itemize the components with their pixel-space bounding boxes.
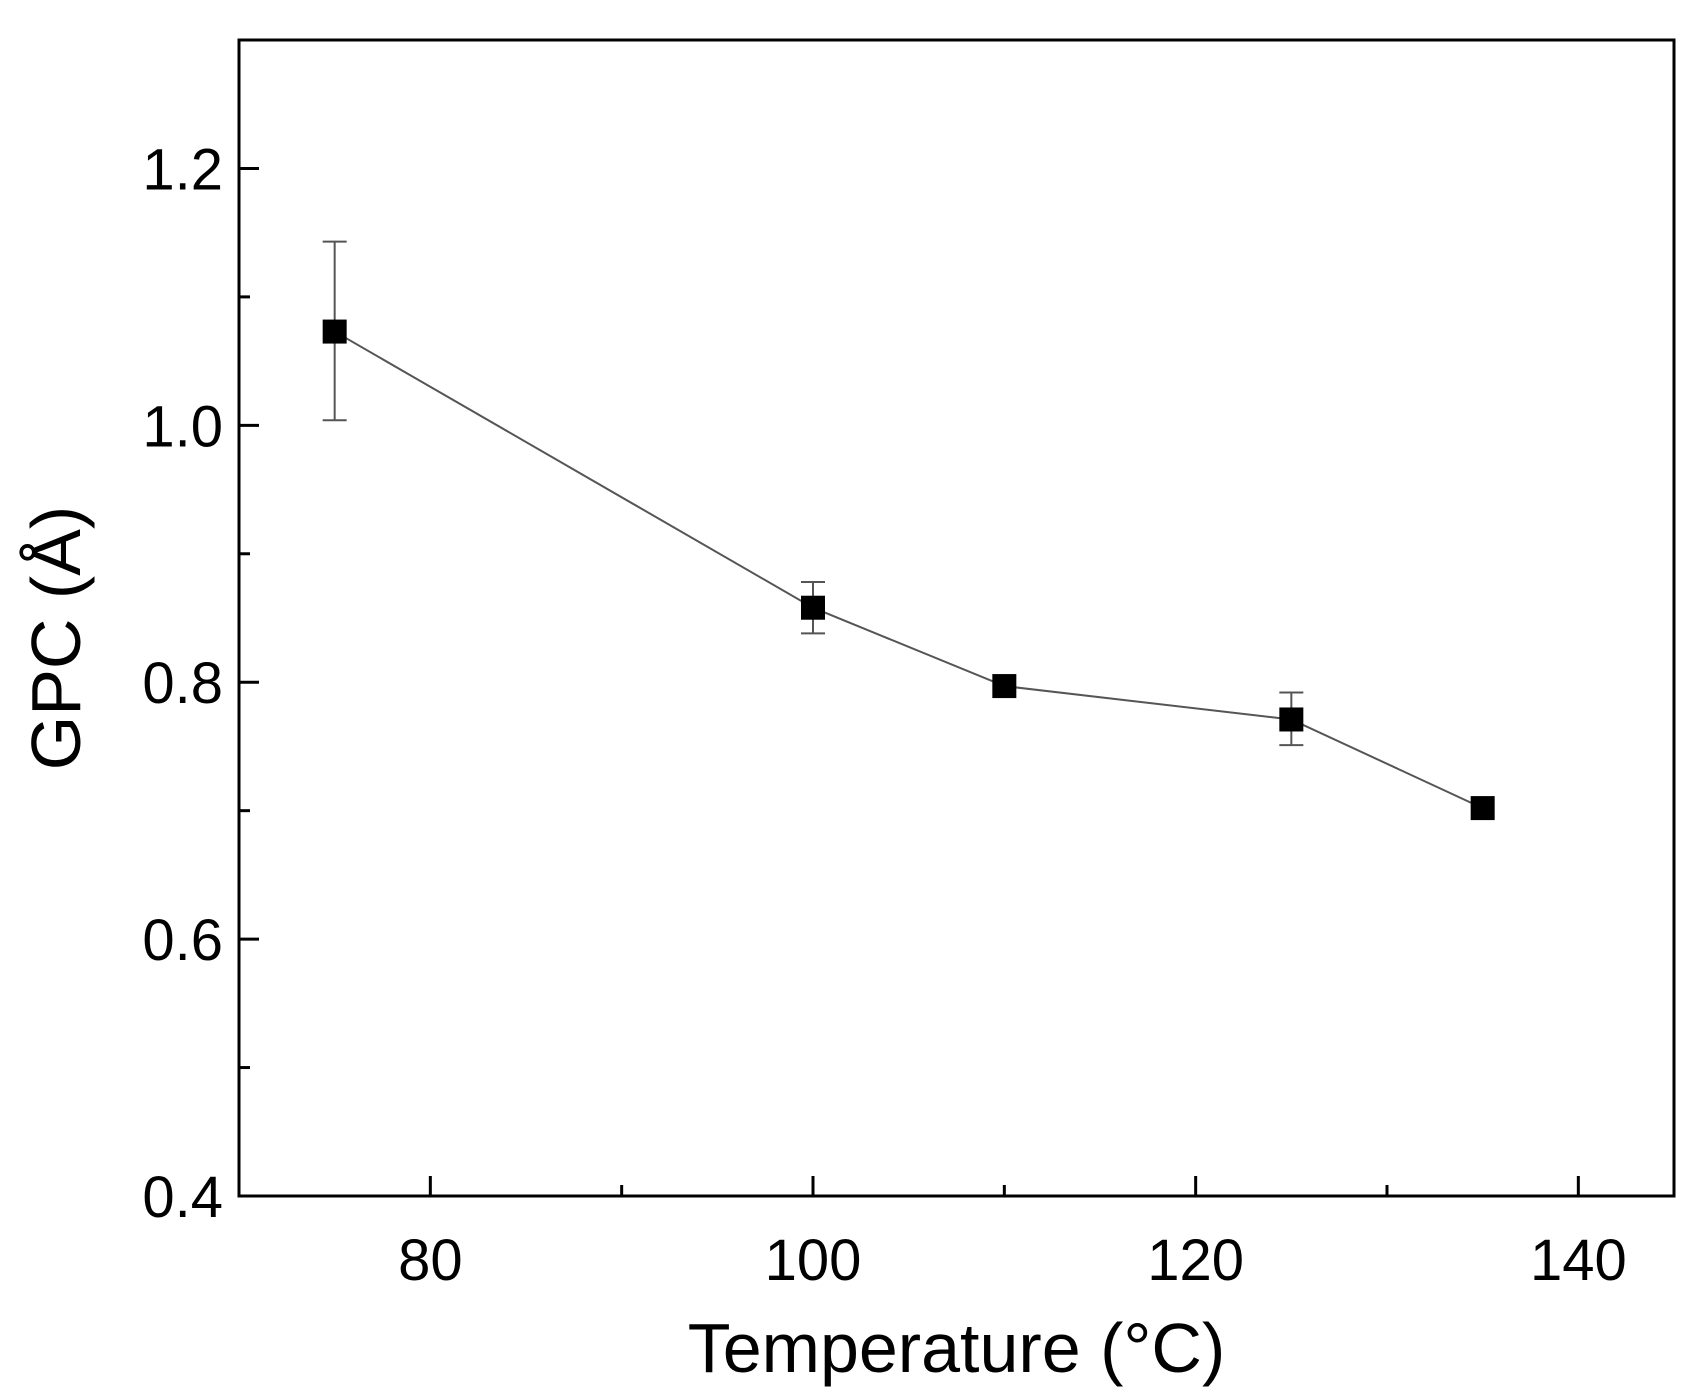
series-line [334, 330, 1484, 810]
series-lines [334, 330, 1484, 810]
plot-frame [237, 38, 1676, 1198]
axis-ticks [239, 166, 1580, 1198]
data-point [1470, 796, 1495, 821]
data-point [992, 674, 1017, 699]
y-tick-label: 0.4 [142, 1165, 223, 1230]
x-tick-label: 80 [398, 1228, 463, 1293]
y-tick-label: 0.8 [142, 651, 223, 716]
x-tick-label: 100 [765, 1228, 862, 1293]
y-axis-title: GPC (Å) [17, 506, 95, 770]
series-markers [322, 319, 1495, 821]
data-point [1279, 707, 1304, 732]
x-axis-title: Temperature (°C) [688, 1309, 1226, 1387]
data-point [801, 595, 825, 620]
y-tick-label: 0.6 [142, 908, 223, 973]
y-tick-label: 1.0 [142, 394, 223, 459]
data-point [322, 319, 347, 344]
y-tick-label: 1.2 [142, 137, 223, 202]
x-tick-label: 120 [1147, 1228, 1244, 1293]
tick-labels: 80 100 120 140 0.4 0.6 0.8 1.0 1.2 [142, 137, 1626, 1293]
x-tick-label: 140 [1530, 1228, 1627, 1293]
error-bars [322, 240, 1304, 747]
